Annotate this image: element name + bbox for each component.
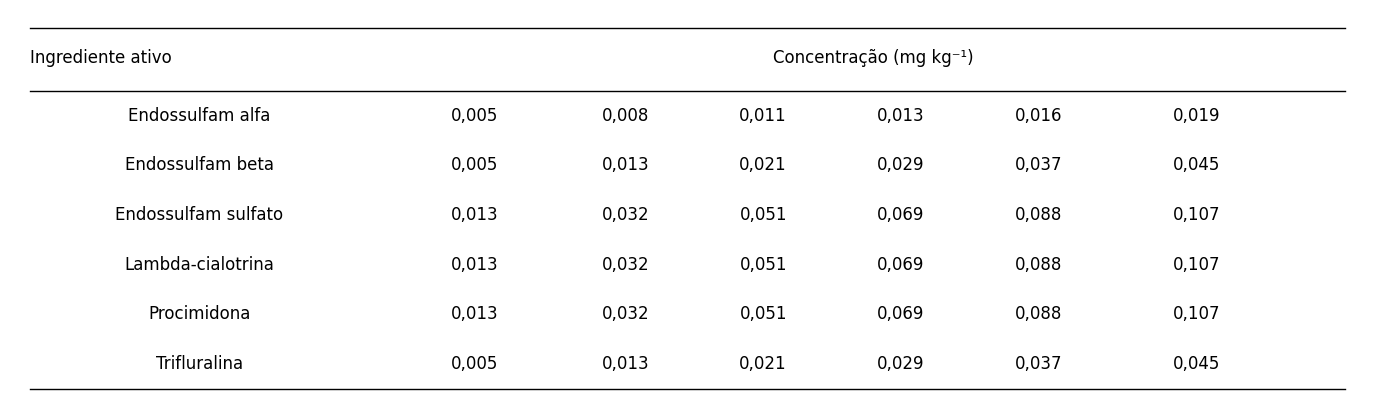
- Text: 0,037: 0,037: [1015, 355, 1062, 373]
- Text: 0,088: 0,088: [1015, 305, 1062, 323]
- Text: 0,088: 0,088: [1015, 256, 1062, 274]
- Text: 0,069: 0,069: [877, 305, 924, 323]
- Text: 0,005: 0,005: [451, 106, 498, 125]
- Text: 0,051: 0,051: [740, 206, 786, 224]
- Text: 0,107: 0,107: [1173, 305, 1220, 323]
- Text: Ingrediente ativo: Ingrediente ativo: [30, 50, 172, 67]
- Text: Lambda-cialotrina: Lambda-cialotrina: [124, 256, 274, 274]
- Text: Endossulfam sulfato: Endossulfam sulfato: [116, 206, 283, 224]
- Text: 0,021: 0,021: [740, 156, 786, 174]
- Text: 0,013: 0,013: [602, 355, 649, 373]
- Text: 0,013: 0,013: [602, 156, 649, 174]
- Text: Endossulfam beta: Endossulfam beta: [125, 156, 274, 174]
- Text: 0,032: 0,032: [602, 256, 649, 274]
- Text: Procimidona: Procimidona: [148, 305, 250, 323]
- Text: 0,013: 0,013: [877, 106, 924, 125]
- Text: 0,107: 0,107: [1173, 256, 1220, 274]
- Text: 0,051: 0,051: [740, 256, 786, 274]
- Text: Concentração (mg kg⁻¹): Concentração (mg kg⁻¹): [773, 50, 974, 67]
- Text: 0,088: 0,088: [1015, 206, 1062, 224]
- Text: 0,021: 0,021: [740, 355, 786, 373]
- Text: 0,045: 0,045: [1173, 355, 1220, 373]
- Text: 0,016: 0,016: [1015, 106, 1062, 125]
- Text: 0,029: 0,029: [877, 156, 924, 174]
- Text: 0,069: 0,069: [877, 256, 924, 274]
- Text: 0,037: 0,037: [1015, 156, 1062, 174]
- Text: 0,045: 0,045: [1173, 156, 1220, 174]
- Text: 0,005: 0,005: [451, 156, 498, 174]
- Text: Trifluralina: Trifluralina: [155, 355, 243, 373]
- Text: 0,019: 0,019: [1173, 106, 1220, 125]
- Text: 0,032: 0,032: [602, 305, 649, 323]
- Text: Endossulfam alfa: Endossulfam alfa: [128, 106, 271, 125]
- Text: 0,013: 0,013: [451, 305, 498, 323]
- Text: 0,013: 0,013: [451, 256, 498, 274]
- Text: 0,008: 0,008: [602, 106, 649, 125]
- Text: 0,051: 0,051: [740, 305, 786, 323]
- Text: 0,107: 0,107: [1173, 206, 1220, 224]
- Text: 0,029: 0,029: [877, 355, 924, 373]
- Text: 0,069: 0,069: [877, 206, 924, 224]
- Text: 0,032: 0,032: [602, 206, 649, 224]
- Text: 0,005: 0,005: [451, 355, 498, 373]
- Text: 0,011: 0,011: [740, 106, 786, 125]
- Text: 0,013: 0,013: [451, 206, 498, 224]
